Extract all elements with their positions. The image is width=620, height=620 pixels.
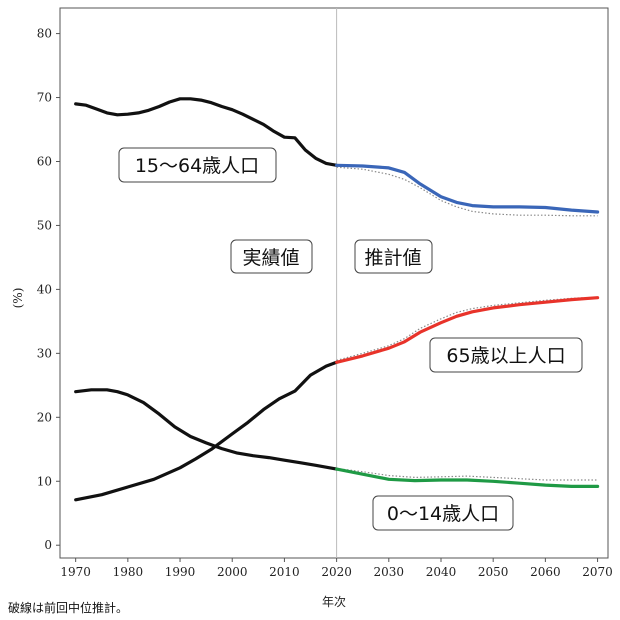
y-tick-label-60: 60 [37, 154, 52, 168]
x-tick-label-2010: 2010 [269, 565, 300, 579]
label-working-age: 15〜64歳人口 [118, 147, 277, 183]
series-elderly-previous-line [336, 296, 598, 361]
x-tick-label-2070: 2070 [582, 565, 613, 579]
series-working_age-projected-line [335, 163, 600, 214]
y-tick-label-50: 50 [37, 218, 52, 232]
series-elderly-projected-line [335, 296, 600, 364]
x-tick-label-2020: 2020 [321, 565, 352, 579]
x-tick-label-2050: 2050 [478, 565, 509, 579]
y-axis: 0 10 20 30 40 50 60 70 80 [37, 27, 60, 552]
label-children-text: 0〜14歳人口 [387, 503, 499, 525]
x-axis: 1970 1980 1990 2000 2010 2020 2030 2040 2050 2060… [60, 558, 613, 579]
y-tick-label-40: 40 [37, 282, 52, 296]
label-actual-text: 実績値 [242, 247, 299, 269]
series-layer [74, 97, 600, 502]
series-elderly-actual-line [74, 360, 339, 502]
series-working_age-actual-line [74, 97, 339, 167]
label-actual: 実績値 [230, 239, 313, 274]
x-tick-label-2000: 2000 [217, 565, 248, 579]
label-projected-text: 推計値 [364, 247, 421, 269]
y-tick-label-70: 70 [37, 91, 52, 105]
y-tick-label-30: 30 [37, 346, 52, 360]
x-tick-label-2040: 2040 [426, 565, 457, 579]
label-children: 0〜14歳人口 [372, 495, 514, 531]
x-tick-label-2060: 2060 [530, 565, 561, 579]
y-tick-label-80: 80 [37, 27, 52, 41]
y-axis-title: (%) [11, 288, 25, 309]
x-tick-label-1970: 1970 [60, 565, 91, 579]
x-axis-title: 年次 [322, 595, 346, 609]
series-children-actual-line [74, 388, 339, 471]
x-tick-label-1990: 1990 [165, 565, 196, 579]
x-tick-label-1980: 1980 [113, 565, 144, 579]
y-tick-label-10: 10 [37, 474, 52, 488]
y-tick-label-0: 0 [44, 538, 52, 552]
series-working_age-previous-line [336, 166, 598, 217]
label-elderly-text: 65歳以上人口 [446, 345, 565, 367]
label-working-age-text: 15〜64歳人口 [135, 155, 259, 177]
series-children-previous-line [336, 467, 598, 481]
footnote: 破線は前回中位推計。 [8, 600, 128, 615]
y-tick-label-20: 20 [37, 410, 52, 424]
plot-frame [59, 7, 609, 559]
label-projected: 推計値 [354, 239, 433, 274]
x-tick-label-2030: 2030 [374, 565, 405, 579]
label-elderly: 65歳以上人口 [429, 337, 583, 373]
series-children-projected-line [335, 467, 600, 488]
